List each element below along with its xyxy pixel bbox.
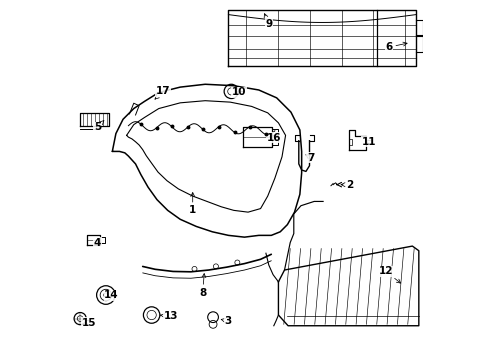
Text: 1: 1 [189, 193, 196, 215]
Text: 3: 3 [221, 316, 232, 326]
Text: 5: 5 [94, 121, 103, 132]
Text: 9: 9 [264, 14, 272, 29]
Text: 6: 6 [385, 42, 406, 52]
Text: 13: 13 [160, 311, 178, 321]
Text: 10: 10 [231, 87, 246, 98]
Text: 2: 2 [341, 180, 353, 190]
Text: 16: 16 [266, 133, 281, 143]
Text: 17: 17 [155, 86, 170, 99]
Text: 14: 14 [104, 290, 119, 300]
Text: 8: 8 [199, 274, 206, 297]
Text: 4: 4 [93, 238, 101, 248]
Text: 7: 7 [305, 153, 314, 163]
Text: 12: 12 [378, 266, 400, 283]
Text: 11: 11 [361, 137, 375, 147]
Text: 15: 15 [81, 318, 96, 328]
